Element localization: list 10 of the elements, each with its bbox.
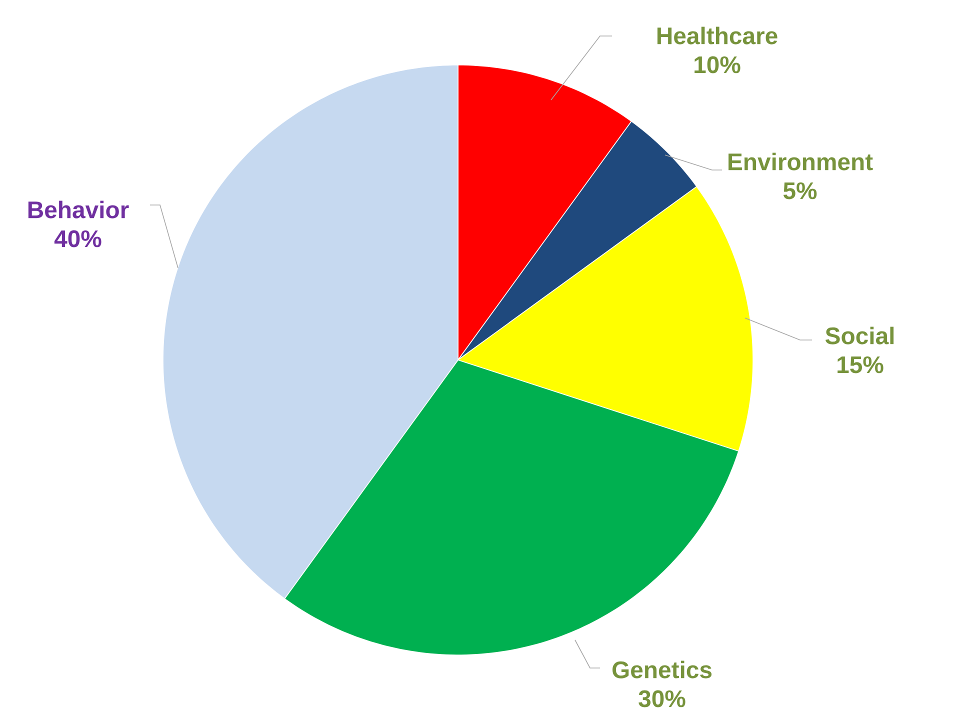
data-label: 10% [694,56,740,74]
data-label: 30% [638,690,686,708]
data-label: 5% [783,182,817,200]
slice-label: Social [825,326,894,344]
slice-label: Environment [728,152,873,170]
slice-label: Genetics [612,660,712,678]
data-label: 40% [54,230,102,248]
data-label: 15% [838,356,884,374]
slice-label: Behavior [28,200,129,218]
slice-label: Healthcare [657,26,778,44]
